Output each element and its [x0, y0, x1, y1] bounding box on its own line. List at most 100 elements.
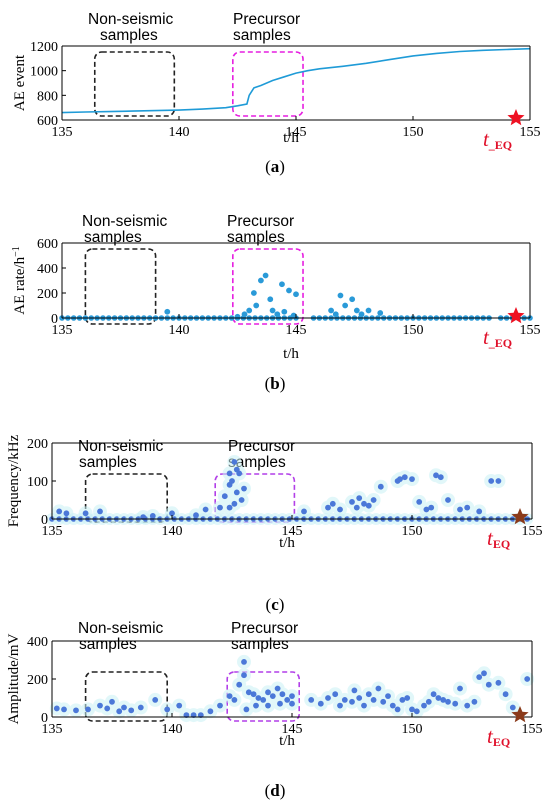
data-point [351, 687, 358, 694]
data-point [255, 695, 262, 701]
caption-part: ( [265, 781, 271, 800]
data-point [433, 472, 439, 479]
panel-caption: (d) [265, 781, 286, 800]
data-point [416, 499, 423, 505]
earthquake-star-icon [507, 307, 525, 324]
data-point [231, 500, 238, 507]
data-point [53, 705, 60, 712]
x-tick-label: 140 [162, 524, 183, 539]
data-point [361, 702, 367, 709]
data-point [377, 483, 384, 490]
data-point [430, 691, 437, 698]
data-point [85, 706, 91, 713]
x-axis-label: t/h [283, 130, 299, 146]
data-point [128, 707, 135, 714]
data-point [401, 474, 408, 481]
t-eq-subscript: _EQ [488, 336, 512, 350]
data-point [325, 504, 331, 511]
data-point [207, 708, 214, 715]
data-point [226, 470, 233, 477]
y-axis-label: AE rate/h−1 [11, 246, 28, 315]
x-tick-label: 150 [403, 125, 424, 140]
data-point [301, 508, 307, 515]
data-point [217, 504, 223, 511]
data-point [409, 706, 415, 713]
t-eq-label: tEQ [487, 526, 510, 551]
annotation-label: Precursor [227, 213, 294, 230]
data-point [488, 478, 495, 484]
data-point [258, 277, 264, 284]
earthquake-star-icon [511, 508, 529, 525]
data-point [221, 493, 228, 500]
data-point [250, 691, 257, 698]
data-point [524, 676, 531, 682]
data-point [293, 291, 299, 298]
earthquake-star-icon [507, 109, 525, 126]
data-point [375, 685, 382, 692]
data-point [502, 691, 509, 698]
x-tick-label: 155 [520, 323, 541, 338]
y-tick-label: 0 [41, 711, 48, 726]
data-point [236, 681, 243, 688]
data-point [337, 506, 343, 513]
data-point [397, 476, 403, 482]
data-point [241, 659, 247, 665]
data-point [245, 689, 252, 696]
data-point [241, 311, 248, 318]
caption-part: ) [279, 157, 285, 176]
data-point [337, 702, 343, 709]
data-point [380, 698, 387, 705]
data-point [353, 504, 360, 511]
data-point [250, 290, 257, 296]
data-point [464, 702, 471, 709]
data-point [231, 459, 238, 465]
data-point [233, 466, 240, 473]
data-point [269, 693, 276, 699]
x-tick-label: 145 [286, 125, 307, 140]
data-point [437, 474, 444, 481]
data-point [421, 702, 427, 709]
data-point [284, 697, 291, 703]
caption-part: c [271, 595, 279, 614]
data-point [274, 685, 281, 692]
data-point [365, 502, 372, 509]
data-point [337, 292, 344, 299]
data-point [109, 698, 115, 705]
data-point [289, 700, 295, 707]
x-axis-label: t/h [279, 733, 295, 749]
y-axis-label: AE event [12, 54, 28, 111]
x-tick-label: 145 [286, 323, 307, 338]
annotation-label: samples [227, 229, 285, 246]
data-point [370, 497, 377, 503]
data-point [169, 510, 175, 517]
data-point [485, 681, 492, 688]
y-tick-label: 200 [37, 287, 58, 302]
panel-caption: (a) [265, 157, 285, 176]
annotation-label: Precursor [233, 11, 300, 28]
data-point [325, 695, 331, 701]
sample-box [93, 51, 176, 117]
sample-box [84, 671, 168, 722]
data-point [425, 698, 432, 705]
data-point [356, 495, 363, 501]
data-point [445, 497, 451, 503]
annotation-label: samples [233, 27, 291, 44]
t-eq-subscript: EQ [493, 735, 510, 749]
caption-part: ( [266, 595, 272, 614]
y-tick-label: 0 [41, 513, 48, 528]
data-point [332, 311, 339, 318]
data-point [356, 695, 363, 701]
data-point [246, 307, 253, 314]
data-point [61, 706, 67, 713]
data-point [97, 702, 103, 709]
x-tick-label: 135 [42, 722, 63, 737]
caption-part: ( [265, 157, 271, 176]
data-point [428, 504, 435, 511]
x-tick-label: 145 [282, 524, 303, 539]
earthquake-star-icon [511, 706, 529, 723]
data-point [481, 670, 487, 677]
t-eq-subscript: _EQ [488, 138, 512, 152]
data-point [342, 302, 349, 309]
sample-box [232, 51, 304, 117]
annotation-label: Non-seismic [82, 213, 168, 230]
